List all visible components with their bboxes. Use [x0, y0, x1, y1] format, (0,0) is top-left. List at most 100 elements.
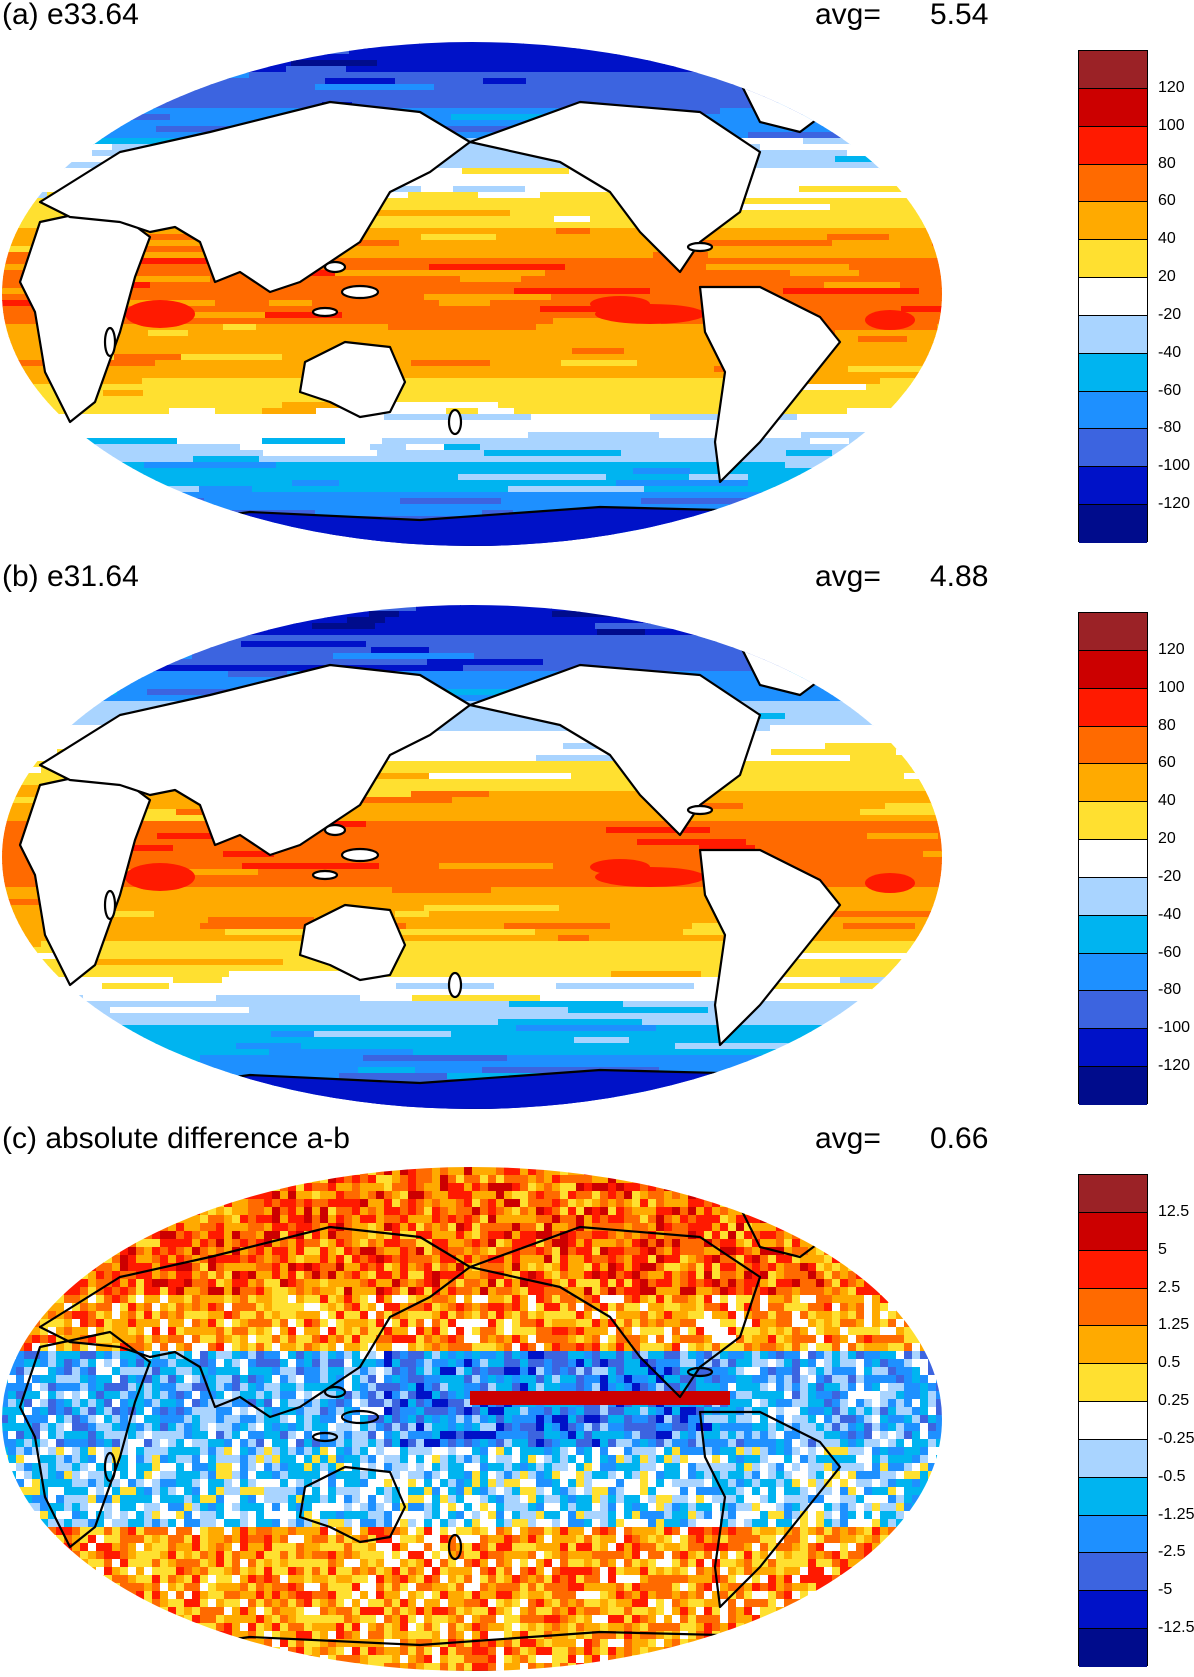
- colorbar-box-c-12: [1079, 1629, 1147, 1667]
- colorbar-box-a-10: [1079, 429, 1147, 468]
- colorbar-label-c-3: 1.25: [1158, 1316, 1190, 1334]
- colorbar-box-b-8: [1079, 915, 1147, 954]
- island-0: [323, 1385, 347, 1399]
- coastline-australia: [298, 1465, 407, 1544]
- island-2: [311, 1431, 339, 1443]
- colorbar-box-c-2: [1079, 1250, 1147, 1289]
- panel-b-avg-value: 4.88: [930, 560, 989, 593]
- colorbar-box-c-1: [1079, 1212, 1147, 1251]
- panel-a-map: [2, 42, 942, 546]
- colorbar-box-c-3: [1079, 1288, 1147, 1327]
- island-3: [103, 889, 117, 921]
- colorbar-box-b-1: [1079, 650, 1147, 689]
- colorbar-label-c-2: 2.5: [1158, 1278, 1181, 1296]
- colorbar-label-c-11: -12.5: [1158, 1619, 1194, 1637]
- colorbar-label-a-0: 120: [1158, 78, 1185, 96]
- colorbar-box-a-9: [1079, 391, 1147, 430]
- colorbar-label-a-8: -60: [1158, 381, 1182, 399]
- island-4: [447, 408, 463, 436]
- colorbar-box-a-1: [1079, 88, 1147, 127]
- colorbar-box-c-0: [1079, 1175, 1147, 1213]
- island-0: [323, 823, 347, 837]
- coastline-antarctica: [98, 1068, 922, 1109]
- colorbar-box-c-9: [1079, 1515, 1147, 1554]
- island-0: [323, 260, 347, 274]
- panel-b-colorbar: [1078, 612, 1148, 1105]
- colorbar-label-b-7: -40: [1158, 905, 1182, 923]
- colorbar-label-b-1: 100: [1158, 678, 1185, 696]
- island-4: [447, 971, 463, 999]
- colorbar-box-a-0: [1079, 51, 1147, 89]
- panel-b-map: [2, 605, 942, 1109]
- panel-c-title: (c) absolute difference a-b: [2, 1122, 350, 1155]
- colorbar-label-b-0: 120: [1158, 640, 1185, 658]
- panel-c-avg-label: avg=: [815, 1122, 881, 1155]
- colorbar-label-c-0: 12.5: [1158, 1202, 1190, 1220]
- panel-a-colorbar: [1078, 50, 1148, 543]
- coastline-europeAsia: [38, 663, 472, 857]
- colorbar-label-b-4: 40: [1158, 792, 1176, 810]
- colorbar-box-b-0: [1079, 613, 1147, 651]
- colorbar-box-c-11: [1079, 1591, 1147, 1630]
- coastline-europeAsia: [38, 100, 472, 294]
- colorbar-box-a-7: [1079, 315, 1147, 354]
- colorbar-label-c-1: 5: [1158, 1240, 1167, 1258]
- colorbar-label-a-4: 40: [1158, 230, 1176, 248]
- island-2: [311, 869, 339, 881]
- coastline-australia: [298, 903, 407, 982]
- panel-c-map: [2, 1167, 942, 1671]
- coastline-europeAsia: [38, 1225, 472, 1419]
- colorbar-label-b-5: 20: [1158, 830, 1176, 848]
- colorbar-box-b-2: [1079, 688, 1147, 727]
- colorbar-label-a-2: 80: [1158, 154, 1176, 172]
- panel-c-colorbar: [1078, 1174, 1148, 1667]
- colorbar-box-a-4: [1079, 202, 1147, 241]
- panel-b-avg-label: avg=: [815, 560, 881, 593]
- coastline-samerica: [698, 848, 842, 1047]
- colorbar-label-c-7: -0.5: [1158, 1467, 1186, 1485]
- colorbar-label-a-9: -80: [1158, 419, 1182, 437]
- colorbar-label-a-3: 60: [1158, 192, 1176, 210]
- colorbar-box-c-6: [1079, 1402, 1147, 1440]
- colorbar-label-a-6: -20: [1158, 305, 1182, 323]
- island-4: [447, 1533, 463, 1561]
- colorbar-label-a-11: -120: [1158, 495, 1191, 513]
- colorbar-label-b-6: -20: [1158, 867, 1182, 885]
- colorbar-label-c-4: 0.5: [1158, 1354, 1181, 1372]
- island-1: [340, 1409, 380, 1425]
- colorbar-label-a-5: 20: [1158, 268, 1176, 286]
- colorbar-label-a-10: -100: [1158, 457, 1191, 475]
- colorbar-box-b-11: [1079, 1029, 1147, 1068]
- colorbar-label-b-2: 80: [1158, 716, 1176, 734]
- coastline-samerica: [698, 285, 842, 484]
- colorbar-box-b-3: [1079, 726, 1147, 765]
- colorbar-box-b-7: [1079, 877, 1147, 916]
- colorbar-label-b-11: -120: [1158, 1057, 1191, 1075]
- panel-a-avg-label: avg=: [815, 0, 881, 31]
- island-5: [686, 241, 714, 253]
- colorbar-box-a-11: [1079, 467, 1147, 506]
- colorbar-box-a-2: [1079, 126, 1147, 165]
- colorbar-box-c-8: [1079, 1477, 1147, 1516]
- colorbar-box-c-5: [1079, 1364, 1147, 1403]
- colorbar-box-b-4: [1079, 764, 1147, 803]
- colorbar-label-c-10: -5: [1158, 1581, 1173, 1599]
- colorbar-box-b-12: [1079, 1067, 1147, 1105]
- colorbar-label-c-6: -0.25: [1158, 1429, 1194, 1447]
- colorbar-box-b-10: [1079, 991, 1147, 1030]
- colorbar-box-b-5: [1079, 802, 1147, 841]
- colorbar-box-c-10: [1079, 1553, 1147, 1592]
- colorbar-box-b-9: [1079, 953, 1147, 992]
- colorbar-box-a-3: [1079, 164, 1147, 203]
- island-1: [340, 847, 380, 863]
- island-1: [340, 284, 380, 300]
- colorbar-label-b-3: 60: [1158, 754, 1176, 772]
- colorbar-label-b-10: -100: [1158, 1019, 1191, 1037]
- colorbar-box-b-6: [1079, 840, 1147, 878]
- coastline-australia: [298, 340, 407, 419]
- island-3: [103, 326, 117, 358]
- colorbar-label-b-8: -60: [1158, 943, 1182, 961]
- colorbar-box-c-7: [1079, 1439, 1147, 1478]
- colorbar-label-a-1: 100: [1158, 116, 1185, 134]
- colorbar-box-c-4: [1079, 1326, 1147, 1365]
